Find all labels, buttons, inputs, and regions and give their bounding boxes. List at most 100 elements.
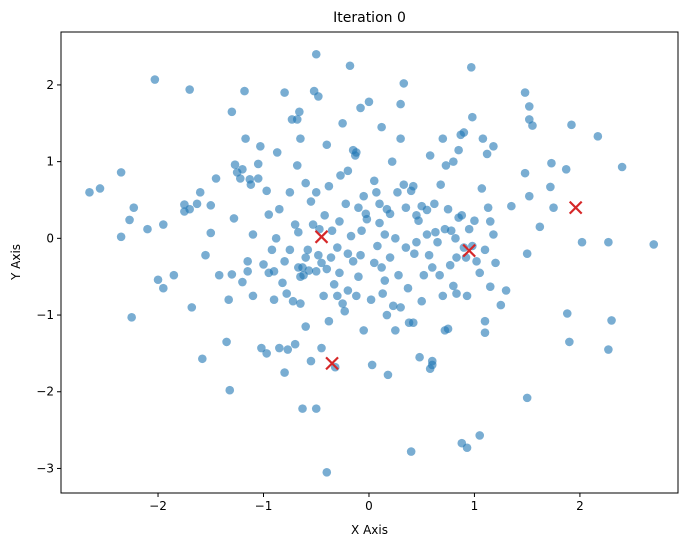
data-point [385,209,395,219]
data-point [303,245,313,255]
data-point [282,289,292,298]
data-point [422,205,432,215]
data-point [285,188,295,197]
data-point [443,324,453,334]
data-point [257,343,266,353]
data-point [95,184,105,193]
data-point [322,467,332,477]
data-point [496,300,506,310]
data-point [269,295,279,305]
data-point [410,249,419,258]
data-point [433,237,442,247]
data-point [206,201,216,210]
data-point [301,178,310,188]
data-point [129,203,139,212]
data-point [225,385,235,395]
data-point [438,291,448,301]
data-point [466,62,476,72]
data-point [338,299,347,308]
data-point [319,291,328,301]
data-point [301,253,310,262]
data-point [352,148,361,157]
data-point [478,134,488,143]
data-point [359,326,368,335]
data-point [327,226,337,235]
centroid-marker [462,243,476,258]
data-point [480,328,490,337]
data-point [271,234,281,243]
data-point [427,356,437,366]
data-point [356,250,365,260]
data-point [385,253,395,262]
data-point [253,174,263,183]
data-point [296,134,305,143]
data-point [424,250,434,260]
data-point [401,243,411,252]
data-point [459,128,469,137]
data-point [475,268,485,278]
data-point [462,443,472,453]
data-point [452,253,461,262]
data-point [294,227,303,237]
data-point [285,245,295,255]
data-point [485,217,495,226]
data-point [604,237,613,247]
data-point [333,243,342,252]
data-point [352,291,361,301]
data-point [394,270,403,280]
data-point [346,231,356,241]
data-point [356,103,365,113]
data-point [341,199,351,209]
data-point [317,258,326,268]
data-point [378,289,387,298]
data-point [547,158,556,168]
data-point [240,86,249,96]
data-point [304,266,314,275]
data-point [278,278,287,288]
data-point [408,318,418,328]
data-point [201,250,210,260]
data-point [373,241,382,251]
data-point [607,316,616,325]
data-point [399,180,409,189]
data-point [222,337,231,347]
data-point [528,121,537,130]
data-point [292,115,302,124]
data-point [415,352,424,362]
data-point [290,220,300,229]
data-point [549,203,558,212]
data-point [298,404,307,413]
data-point [369,258,379,268]
data-point [324,181,334,191]
data-point [522,393,532,403]
data-point [435,270,444,280]
data-point [280,257,289,266]
data-point [438,134,448,143]
data-point [185,85,194,94]
data-point [224,295,233,305]
data-point [412,237,421,247]
data-point [464,224,474,234]
data-point [377,122,386,132]
data-point [451,234,460,243]
data-point [452,289,461,298]
data-point [243,267,252,276]
data-point [380,230,390,239]
data-point [198,354,207,364]
data-point [283,345,293,354]
data-point [414,216,423,225]
data-point [343,249,353,258]
data-point [335,217,344,226]
data-point [445,260,455,270]
data-point [430,199,439,209]
data-point [436,180,445,189]
data-point [262,349,271,358]
data-point [449,157,458,166]
data-point [457,211,467,220]
data-point [324,316,334,326]
data-point [301,322,310,331]
data-point [262,186,271,196]
data-point [169,270,179,280]
data-point [345,61,355,71]
